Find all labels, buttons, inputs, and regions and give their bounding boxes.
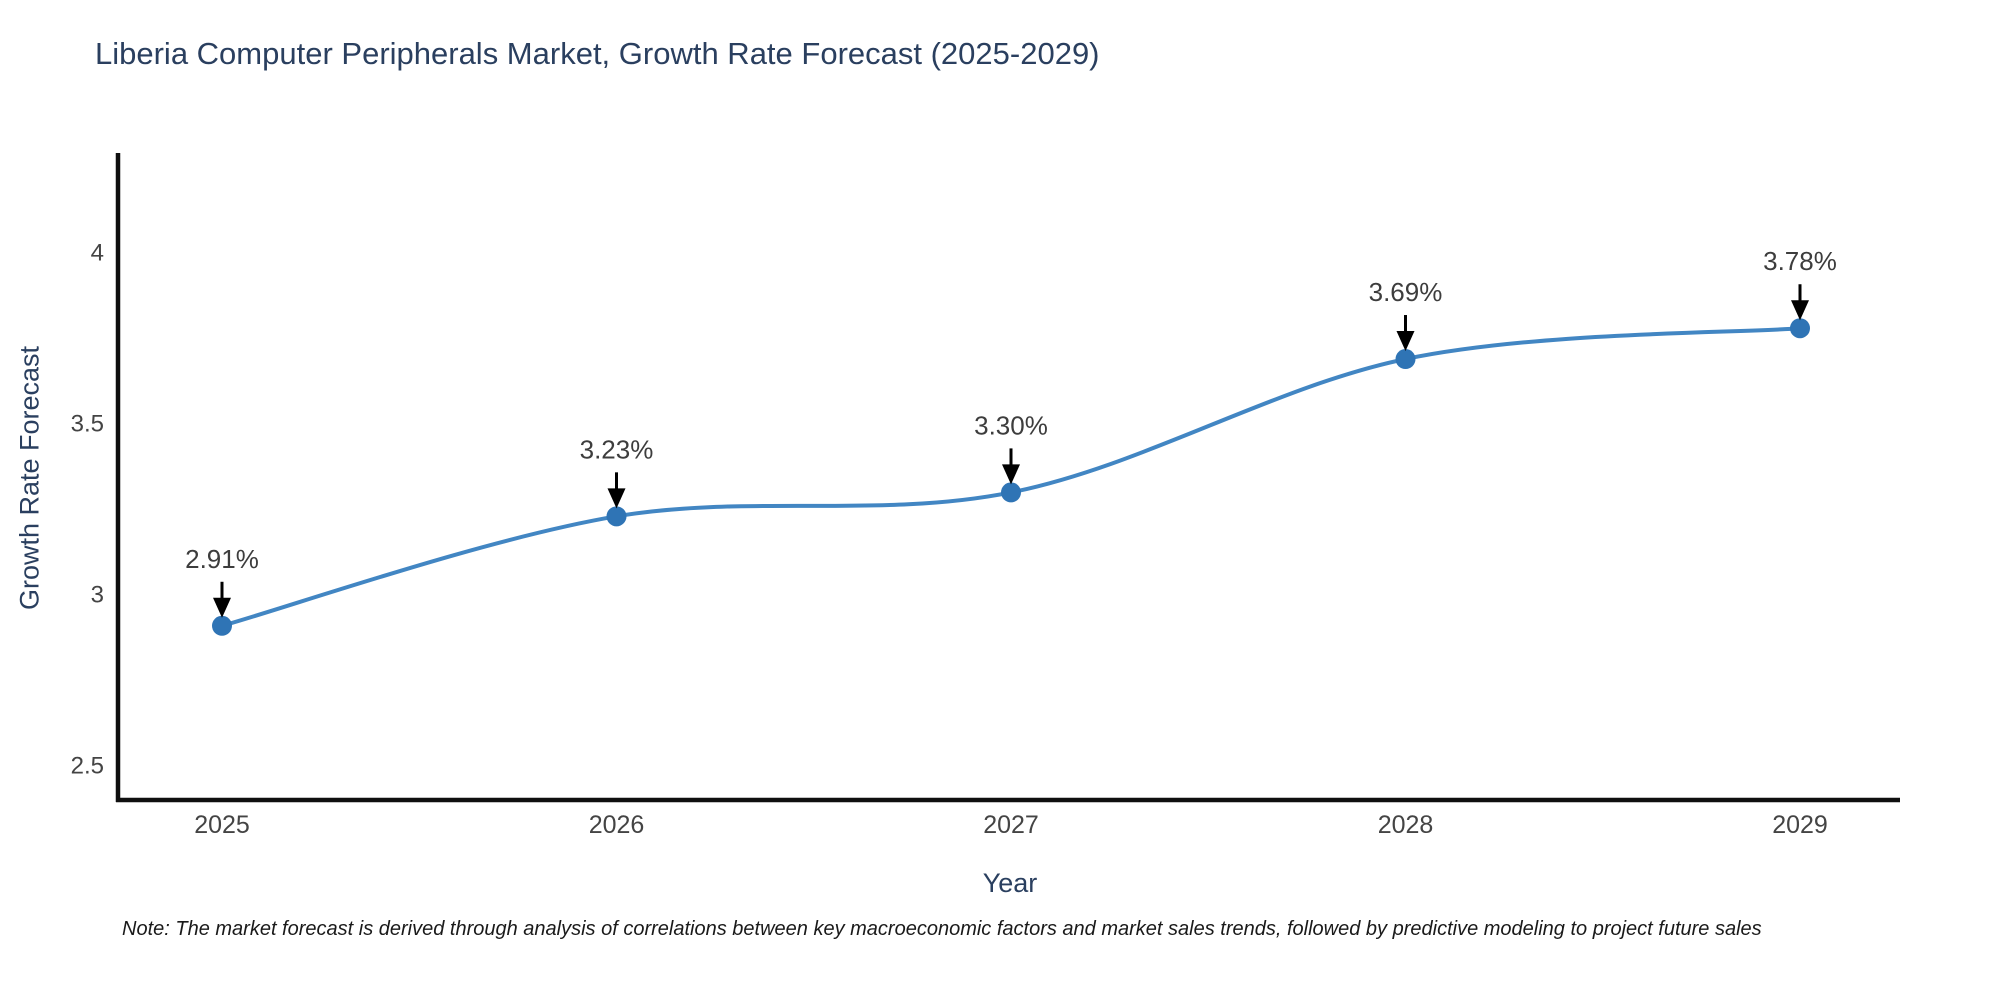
y-tick-label: 3: [91, 582, 104, 609]
x-tick-label: 2027: [983, 811, 1039, 839]
footnote-text: Note: The market forecast is derived thr…: [122, 918, 1762, 940]
x-axis-title: Year: [982, 868, 1038, 898]
y-tick-label: 3.5: [71, 411, 104, 438]
data-point-marker[interactable]: [212, 615, 232, 636]
x-tick-label: 2025: [194, 811, 250, 839]
annotation-arrowhead-icon: [213, 597, 231, 618]
data-point-marker[interactable]: [1395, 349, 1416, 370]
chart-title: Liberia Computer Peripherals Market, Gro…: [95, 36, 1100, 71]
data-point-marker[interactable]: [1790, 318, 1810, 339]
x-tick-label: 2026: [589, 811, 645, 839]
data-point-marker[interactable]: [606, 506, 627, 527]
x-tick-label: 2029: [1772, 811, 1828, 839]
y-axis-title: Growth Rate Forecast: [14, 345, 45, 611]
data-point-label: 3.69%: [1369, 277, 1443, 307]
data-point-label: 3.30%: [974, 410, 1048, 440]
annotation-arrowhead-icon: [607, 488, 626, 509]
data-point-label: 3.78%: [1763, 246, 1837, 276]
data-point-label: 2.91%: [185, 544, 259, 574]
data-point-label: 3.23%: [580, 434, 654, 464]
annotation-arrowhead-icon: [1396, 331, 1415, 352]
annotation-arrowhead-icon: [1791, 300, 1809, 321]
data-point-marker[interactable]: [1001, 482, 1021, 503]
y-tick-label: 4: [91, 240, 104, 267]
annotation-arrowhead-icon: [1002, 464, 1020, 485]
x-tick-label: 2028: [1378, 811, 1434, 839]
y-tick-label: 2.5: [71, 753, 104, 780]
